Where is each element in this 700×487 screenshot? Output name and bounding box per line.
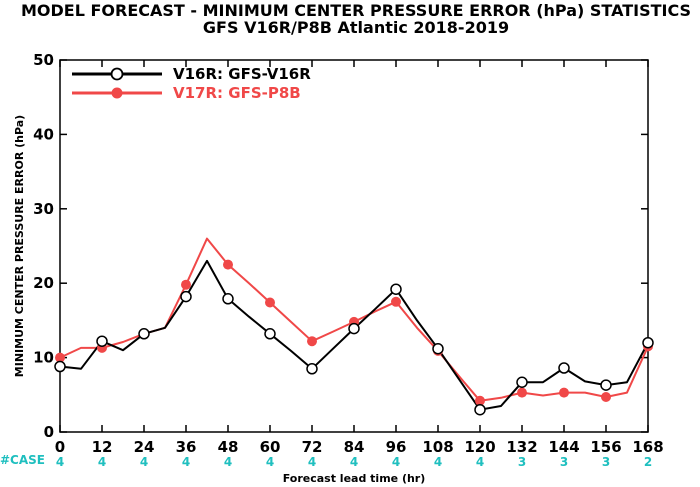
data-point-v16r bbox=[474, 403, 486, 416]
x-tick-label: 96 bbox=[386, 438, 407, 456]
x-tick-label: 108 bbox=[422, 438, 453, 456]
plot-frame bbox=[59, 59, 649, 433]
case-row-label: #CASE bbox=[0, 453, 45, 467]
chart-title: MODEL FORECAST - MINIMUM CENTER PRESSURE… bbox=[21, 1, 691, 20]
data-point-v16r bbox=[264, 328, 276, 340]
chart-subtitle: GFS V16R/P8B Atlantic 2018-2019 bbox=[203, 18, 509, 37]
x-axis: 0 12 24 36 48 60 72 84 96 108 120 132 144 156 168 bbox=[55, 60, 664, 456]
legend: V16R: GFS-V16R V17R: GFS-P8B bbox=[72, 65, 311, 102]
data-point-v17r bbox=[55, 352, 65, 363]
legend-label-v17r: V17R: GFS-P8B bbox=[173, 84, 301, 102]
case-count: 2 bbox=[644, 455, 652, 469]
data-point-v16r bbox=[516, 376, 528, 388]
y-tick-label: 0 bbox=[44, 423, 54, 441]
data-point-v16r bbox=[642, 336, 654, 349]
x-tick-label: 24 bbox=[134, 438, 155, 456]
data-point-v16r bbox=[222, 293, 234, 305]
case-count: 3 bbox=[602, 455, 610, 469]
data-point-v17r bbox=[391, 296, 401, 307]
y-tick-label: 40 bbox=[33, 125, 54, 143]
case-count: 4 bbox=[182, 455, 190, 469]
data-point-v17r bbox=[601, 392, 611, 402]
data-point-v16r bbox=[96, 335, 108, 347]
data-point-v16r bbox=[54, 360, 66, 373]
x-tick-label: 36 bbox=[176, 438, 197, 456]
case-count: 4 bbox=[350, 455, 358, 469]
data-point-v17r bbox=[475, 395, 485, 406]
data-point-v16r bbox=[180, 290, 192, 303]
case-count: 3 bbox=[518, 455, 526, 469]
case-count: 4 bbox=[224, 455, 232, 469]
y-axis-label: MINIMUM CENTER PRESSURE ERROR (hPa) bbox=[13, 115, 26, 377]
case-count: 4 bbox=[266, 455, 274, 469]
case-count: 4 bbox=[392, 455, 400, 469]
x-tick-label: 48 bbox=[218, 438, 239, 456]
data-point-v16r bbox=[348, 322, 360, 335]
case-count: 4 bbox=[308, 455, 316, 469]
data-point-v17r bbox=[307, 336, 317, 347]
data-point-v17r bbox=[517, 387, 527, 398]
case-count: 4 bbox=[140, 455, 148, 469]
x-tick-label: 156 bbox=[590, 438, 621, 456]
data-point-v16r bbox=[558, 362, 570, 374]
data-point-v16r bbox=[600, 379, 612, 391]
case-count: 4 bbox=[98, 455, 106, 469]
y-tick-label: 10 bbox=[33, 349, 54, 367]
x-tick-label: 60 bbox=[260, 438, 281, 456]
legend-marker-v16r bbox=[110, 67, 124, 81]
case-count: 4 bbox=[476, 455, 484, 469]
series-layer bbox=[54, 237, 654, 416]
data-point-v16r bbox=[138, 328, 150, 340]
data-point-v17r bbox=[559, 387, 569, 398]
legend-label-v16r: V16R: GFS-V16R bbox=[173, 65, 311, 83]
data-point-v17r bbox=[223, 259, 233, 270]
x-axis-label: Forecast lead time (hr) bbox=[283, 472, 426, 485]
data-point-v17r bbox=[181, 279, 191, 290]
case-count: 4 bbox=[56, 455, 64, 469]
case-count: 4 bbox=[434, 455, 442, 469]
case-counts: 4 4 4 4 4 4 4 4 4 4 4 3 3 3 2 bbox=[56, 455, 652, 469]
x-tick-label: 0 bbox=[55, 438, 65, 456]
data-point-v16r bbox=[390, 283, 402, 295]
x-tick-label: 168 bbox=[632, 438, 663, 456]
data-point-v16r bbox=[432, 342, 444, 355]
y-tick-label: 50 bbox=[33, 51, 54, 69]
x-tick-label: 12 bbox=[92, 438, 113, 456]
data-point-v17r bbox=[265, 297, 275, 308]
case-count: 3 bbox=[560, 455, 568, 469]
y-tick-label: 20 bbox=[33, 274, 54, 292]
x-tick-label: 84 bbox=[344, 438, 365, 456]
x-tick-label: 72 bbox=[302, 438, 323, 456]
x-tick-label: 120 bbox=[464, 438, 495, 456]
legend-marker-v17r bbox=[111, 87, 123, 99]
x-tick-label: 132 bbox=[506, 438, 537, 456]
data-point-v16r bbox=[306, 363, 318, 375]
y-axis: 0 10 20 30 40 50 bbox=[33, 51, 648, 441]
y-tick-label: 30 bbox=[33, 200, 54, 218]
x-tick-label: 144 bbox=[548, 438, 579, 456]
